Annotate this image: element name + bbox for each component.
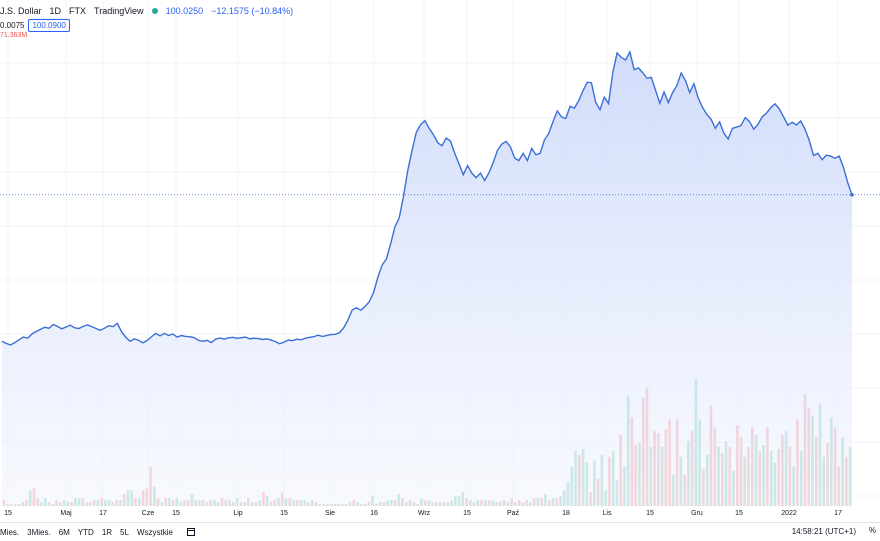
interval[interactable]: 1D	[49, 6, 62, 16]
range-button-4[interactable]: 1R	[101, 527, 113, 537]
calendar-icon[interactable]	[186, 528, 195, 536]
price-box[interactable]: 100.0900	[28, 18, 70, 32]
range-button-3[interactable]: YTD	[77, 527, 94, 537]
x-tick-label: 15	[463, 510, 471, 517]
range-button-0[interactable]: Mies.	[0, 527, 20, 537]
range-button-1[interactable]: 3Mies.	[27, 527, 51, 537]
price-line	[1, 50, 853, 346]
volume-value: 71.363M	[0, 32, 28, 39]
range-selector: Mies. 3Mies. 6M YTD 1R 5L Wszystkie	[0, 528, 173, 537]
x-tick-label: 15	[4, 510, 12, 517]
price-change: −12.1575 (−10.84%)	[211, 6, 294, 16]
x-tick-label: Lip	[233, 510, 242, 517]
price-area	[2, 52, 852, 506]
x-tick-label: Sie	[325, 510, 335, 517]
x-tick-label: Maj	[60, 510, 72, 517]
last-price-dot	[850, 193, 854, 197]
price-chart[interactable]: 15 Maj 17 Cze 15 Lip 15 Sie 16 Wrz 15 Paź 18 Lis 15 Gru…	[0, 0, 880, 522]
range-button-2[interactable]: 6M	[58, 527, 70, 537]
clock[interactable]: 14:58:21 (UTC+1)	[791, 527, 856, 536]
x-tick-label: Wrz	[418, 510, 431, 517]
x-tick-label: 2022	[781, 510, 797, 517]
x-tick-label: 16	[370, 510, 378, 517]
x-axis: 15 Maj 17 Cze 15 Lip 15 Sie 16 Wrz 15 Paź 18 Lis 15 Gru…	[4, 510, 842, 517]
spread-value: 0.0075	[0, 20, 25, 30]
x-tick-label: 15	[646, 510, 654, 517]
data-source: TradingView	[94, 6, 144, 16]
range-button-6[interactable]: Wszystkie	[136, 527, 173, 537]
exchange: FTX	[69, 6, 87, 16]
percent-toggle[interactable]: %	[868, 526, 876, 535]
x-tick-label: 15	[172, 510, 180, 517]
x-tick-label: 15	[280, 510, 288, 517]
x-tick-label: 17	[834, 510, 842, 517]
bottom-toolbar: Mies. 3Mies. 6M YTD 1R 5L Wszystkie 14:58:21 (…	[0, 522, 880, 541]
x-tick-label: 17	[99, 510, 107, 517]
x-tick-label: 18	[562, 510, 570, 517]
symbol-name[interactable]: J.S. Dollar	[0, 6, 42, 16]
market-status-icon	[151, 8, 158, 14]
last-price: 100.0250	[165, 6, 204, 16]
x-tick-label: Cze	[142, 510, 155, 517]
x-tick-label: Gru	[691, 510, 703, 517]
x-tick-label: 15	[735, 510, 743, 517]
range-button-5[interactable]: 5L	[120, 527, 129, 537]
x-tick-label: Paź	[507, 510, 520, 517]
x-tick-label: Lis	[603, 510, 612, 517]
chart-legend: J.S. Dollar 1D FTX TradingView 100.0250 …	[0, 0, 880, 40]
